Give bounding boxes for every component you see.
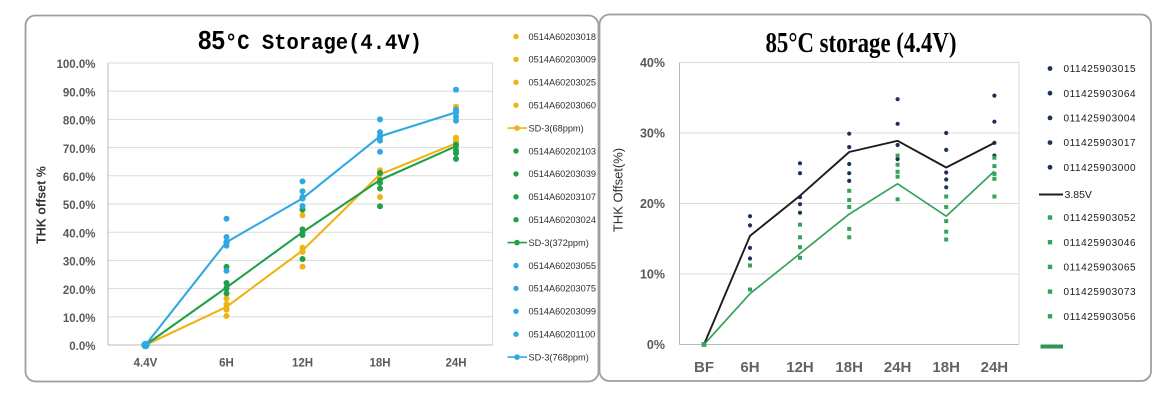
svg-text:60.0%: 60.0% — [63, 172, 96, 184]
svg-text:24H: 24H — [981, 359, 1009, 376]
svg-text:18H: 18H — [835, 359, 863, 376]
svg-text:SD-3(372ppm): SD-3(372ppm) — [529, 238, 589, 248]
svg-text:18H: 18H — [932, 359, 960, 376]
svg-text:SD-3(768ppm): SD-3(768ppm) — [529, 352, 589, 362]
svg-text:18H: 18H — [369, 358, 390, 370]
svg-text:12H: 12H — [292, 358, 313, 370]
svg-text:0514A60203009: 0514A60203009 — [529, 55, 596, 65]
svg-text:011425903052: 011425903052 — [1064, 213, 1137, 224]
svg-text:011425903065: 011425903065 — [1064, 263, 1137, 274]
svg-text:0514A60203018: 0514A60203018 — [529, 32, 596, 42]
svg-text:0514A60203039: 0514A60203039 — [529, 169, 596, 179]
svg-text:24H: 24H — [445, 358, 466, 370]
svg-text:011425903015: 011425903015 — [1064, 64, 1137, 75]
svg-text:10.0%: 10.0% — [63, 313, 96, 325]
svg-text:0.0%: 0.0% — [69, 341, 95, 353]
svg-text:0514A60201100: 0514A60201100 — [529, 330, 596, 340]
svg-text:011425903046: 011425903046 — [1064, 238, 1137, 249]
svg-text:4.4V: 4.4V — [134, 358, 158, 370]
svg-text:011425903064: 011425903064 — [1064, 89, 1137, 100]
svg-text:100.0%: 100.0% — [56, 59, 95, 71]
svg-text:85°C Storage(4.4V): 85°C Storage(4.4V) — [198, 25, 422, 56]
svg-text:10%: 10% — [640, 268, 665, 282]
svg-text:011425903004: 011425903004 — [1064, 114, 1137, 125]
svg-text:20%: 20% — [640, 197, 665, 211]
svg-text:20.0%: 20.0% — [63, 285, 96, 297]
svg-text:0514A60202103: 0514A60202103 — [529, 146, 596, 156]
svg-text:70.0%: 70.0% — [63, 144, 96, 156]
svg-text:011425903017: 011425903017 — [1064, 138, 1137, 149]
svg-text:THK offset %: THK offset % — [35, 166, 49, 244]
svg-text:80.0%: 80.0% — [63, 116, 96, 128]
svg-text:6H: 6H — [740, 359, 759, 376]
svg-text:THK Offset(%): THK Offset(%) — [611, 148, 626, 232]
svg-text:6H: 6H — [219, 358, 234, 370]
svg-text:85°C storage (4.4V): 85°C storage (4.4V) — [766, 28, 957, 59]
svg-text:30.0%: 30.0% — [63, 257, 96, 269]
svg-text:0514A60203075: 0514A60203075 — [529, 284, 596, 294]
svg-text:40%: 40% — [640, 56, 665, 70]
svg-text:24H: 24H — [884, 359, 912, 376]
svg-text:011425903073: 011425903073 — [1064, 287, 1137, 298]
svg-text:12H: 12H — [786, 359, 814, 376]
svg-text:0514A60203055: 0514A60203055 — [529, 261, 596, 271]
svg-text:011425903056: 011425903056 — [1064, 312, 1137, 323]
svg-text:0514A60203024: 0514A60203024 — [529, 215, 596, 225]
svg-text:0514A60203107: 0514A60203107 — [529, 192, 596, 202]
svg-text:BF: BF — [694, 359, 714, 376]
svg-text:3.85V: 3.85V — [1065, 189, 1092, 201]
svg-text:30%: 30% — [640, 127, 665, 141]
svg-text:40.0%: 40.0% — [63, 228, 96, 240]
svg-text:0514A60203060: 0514A60203060 — [529, 101, 596, 111]
svg-text:90.0%: 90.0% — [63, 87, 96, 99]
svg-text:50.0%: 50.0% — [63, 200, 96, 212]
svg-text:0514A60203025: 0514A60203025 — [529, 78, 596, 88]
svg-text:SD-3(68ppm): SD-3(68ppm) — [529, 123, 584, 133]
svg-text:011425903000: 011425903000 — [1064, 163, 1137, 174]
svg-text:0514A60203099: 0514A60203099 — [529, 307, 596, 317]
svg-text:0%: 0% — [647, 338, 665, 352]
